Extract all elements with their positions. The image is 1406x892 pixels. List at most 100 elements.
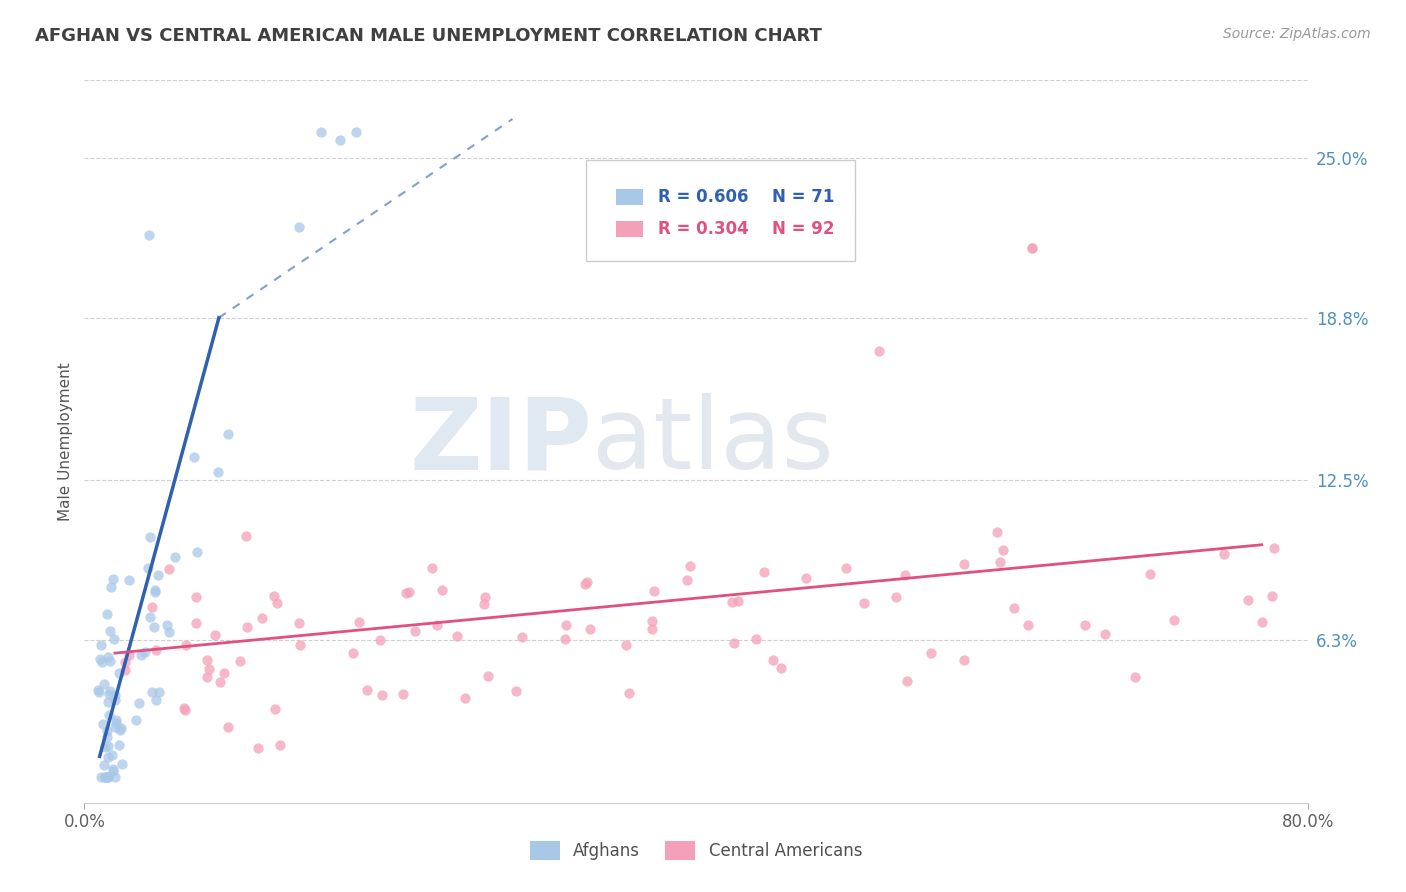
Point (139, 529, 162, 543)
Point (186, 615, 208, 630)
Point (752, 565, 775, 579)
Point (723, 636, 745, 650)
Point (884, 591, 907, 605)
Point (510, 630, 533, 644)
Point (309, 125, 332, 139)
Point (420, 561, 443, 575)
Point (145, 643, 167, 657)
Point (574, 577, 596, 591)
Point (97, 695, 120, 709)
Point (157, 562, 180, 576)
Point (174, 703, 197, 717)
Point (398, 584, 420, 599)
Text: Source: ZipAtlas.com: Source: ZipAtlas.com (1223, 27, 1371, 41)
Point (183, 450, 205, 464)
Point (104, 688, 127, 702)
Point (246, 741, 269, 756)
Text: N = 92: N = 92 (772, 220, 834, 238)
Point (197, 661, 219, 675)
Point (156, 618, 179, 632)
Point (617, 686, 640, 700)
Point (186, 545, 208, 559)
Point (165, 549, 187, 564)
Point (117, 648, 139, 662)
Point (104, 715, 127, 730)
Point (100, 624, 122, 638)
Point (98, 687, 121, 701)
Point (90, 638, 112, 652)
Point (98, 708, 121, 723)
Point (107, 666, 129, 681)
Point (371, 688, 394, 702)
Point (104, 770, 127, 784)
Point (96, 607, 118, 622)
Point (986, 525, 1008, 540)
Point (643, 584, 665, 599)
Text: N = 71: N = 71 (772, 188, 834, 206)
Text: AFGHAN VS CENTRAL AMERICAN MALE UNEMPLOYMENT CORRELATION CHART: AFGHAN VS CENTRAL AMERICAN MALE UNEMPLOY… (35, 27, 823, 45)
Point (138, 560, 160, 574)
Point (1017, 617, 1039, 632)
Point (676, 573, 699, 587)
Point (236, 620, 259, 634)
Point (290, 638, 312, 652)
Point (356, 682, 378, 697)
Point (896, 673, 918, 688)
Point (454, 690, 477, 705)
Point (207, 466, 229, 480)
Point (204, 628, 226, 642)
Point (1021, 241, 1043, 255)
Point (128, 696, 150, 710)
Point (794, 571, 817, 585)
Text: R = 0.304: R = 0.304 (658, 220, 749, 238)
Point (108, 738, 131, 752)
Point (97, 750, 120, 764)
Point (148, 568, 170, 582)
Point (217, 427, 239, 442)
Point (90, 770, 112, 784)
Point (212, 666, 235, 681)
Point (97, 770, 120, 784)
Point (474, 590, 496, 604)
Point (228, 654, 250, 668)
Point (404, 624, 426, 639)
Point (100, 580, 122, 594)
Point (1263, 541, 1285, 556)
Point (114, 655, 136, 669)
Point (477, 669, 499, 683)
Point (174, 638, 197, 652)
Point (446, 629, 468, 643)
Point (101, 762, 124, 776)
Point (209, 674, 232, 689)
Point (129, 648, 152, 663)
Point (101, 572, 124, 586)
Point (141, 685, 163, 699)
Point (97, 650, 120, 665)
Point (96, 724, 118, 739)
Point (640, 623, 662, 637)
Text: R = 0.606: R = 0.606 (658, 188, 748, 206)
Point (263, 589, 285, 603)
Point (392, 687, 415, 701)
Point (554, 618, 576, 632)
Point (395, 586, 418, 600)
Point (103, 632, 125, 646)
Point (1074, 618, 1097, 632)
Point (114, 663, 136, 677)
Point (263, 702, 285, 716)
Point (1139, 567, 1161, 582)
Point (616, 638, 638, 652)
Point (952, 557, 974, 571)
Point (87, 682, 110, 697)
Text: atlas: atlas (592, 393, 834, 490)
Point (235, 529, 257, 543)
Point (141, 600, 163, 615)
Point (835, 560, 858, 574)
Point (111, 756, 134, 771)
Point (143, 582, 166, 597)
Point (134, 645, 156, 659)
Point (893, 568, 915, 582)
Point (329, 133, 352, 147)
Text: ZIP: ZIP (409, 393, 592, 490)
Point (853, 596, 876, 610)
